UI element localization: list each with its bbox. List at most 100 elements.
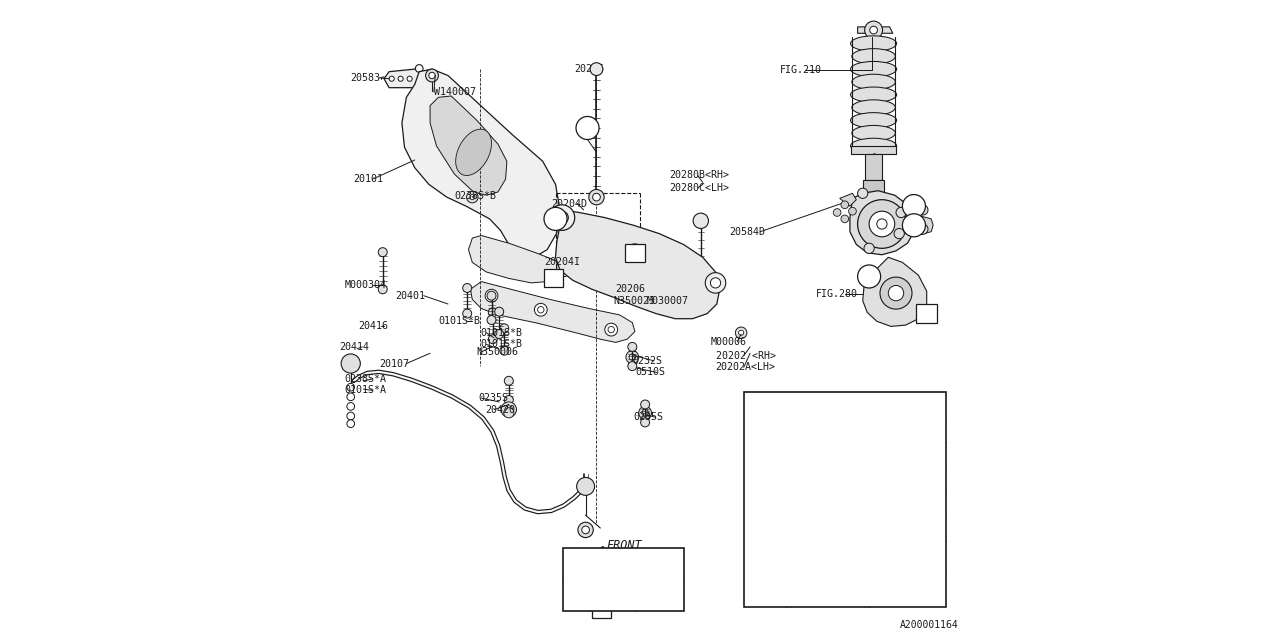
Circle shape — [495, 330, 504, 339]
Text: 20583: 20583 — [351, 73, 380, 83]
Circle shape — [696, 217, 704, 225]
Text: ( -0712): ( -0712) — [873, 447, 919, 457]
Circle shape — [869, 211, 895, 237]
Circle shape — [627, 342, 637, 351]
Bar — [744, 392, 946, 607]
Circle shape — [641, 418, 650, 427]
Circle shape — [623, 267, 632, 276]
Circle shape — [488, 308, 498, 317]
Polygon shape — [430, 96, 507, 195]
Circle shape — [639, 406, 652, 419]
Text: 20401: 20401 — [396, 291, 425, 301]
Text: N380008: N380008 — [791, 525, 832, 535]
Text: N350023: N350023 — [613, 296, 655, 306]
Text: 20107: 20107 — [379, 358, 408, 369]
Circle shape — [470, 195, 475, 200]
Text: 20420: 20420 — [485, 404, 515, 415]
Circle shape — [710, 278, 721, 288]
Circle shape — [340, 354, 361, 373]
Circle shape — [641, 400, 650, 409]
Text: (0712- ): (0712- ) — [873, 525, 919, 535]
Ellipse shape — [852, 74, 896, 90]
Circle shape — [504, 396, 513, 404]
Text: M370006: M370006 — [791, 552, 832, 562]
Circle shape — [486, 316, 497, 324]
Ellipse shape — [851, 87, 896, 102]
Circle shape — [858, 200, 906, 248]
Circle shape — [347, 412, 355, 420]
Text: 20584D: 20584D — [730, 227, 765, 237]
Circle shape — [641, 410, 649, 416]
Polygon shape — [840, 193, 856, 206]
Text: 0101S*A: 0101S*A — [344, 385, 387, 396]
Circle shape — [538, 307, 544, 313]
Text: ( -0712): ( -0712) — [873, 497, 919, 507]
Text: 20578H: 20578H — [791, 447, 827, 457]
Circle shape — [488, 335, 498, 344]
Circle shape — [429, 72, 435, 79]
Text: W140007: W140007 — [434, 87, 476, 97]
Circle shape — [398, 76, 403, 81]
Text: 0101S*B: 0101S*B — [438, 316, 480, 326]
Text: 3: 3 — [762, 511, 768, 522]
Circle shape — [849, 207, 856, 215]
Circle shape — [407, 76, 412, 81]
Text: ( -0901): ( -0901) — [873, 552, 919, 562]
Circle shape — [902, 214, 925, 237]
Text: (0712- ): (0712- ) — [873, 475, 919, 485]
Polygon shape — [908, 216, 933, 234]
Circle shape — [503, 408, 513, 418]
Ellipse shape — [852, 49, 896, 64]
Circle shape — [739, 330, 744, 335]
Text: M030007: M030007 — [646, 296, 689, 306]
Circle shape — [581, 526, 589, 534]
Text: 20202A<LH>: 20202A<LH> — [716, 362, 776, 372]
Text: A: A — [632, 248, 637, 257]
Circle shape — [628, 354, 635, 360]
Circle shape — [841, 215, 849, 223]
Text: (0902- ): (0902- ) — [873, 582, 919, 593]
Circle shape — [626, 351, 639, 364]
Text: 2: 2 — [762, 461, 768, 472]
Text: 0510S: 0510S — [635, 367, 664, 378]
Circle shape — [489, 292, 495, 299]
Circle shape — [463, 284, 472, 292]
Circle shape — [668, 287, 678, 299]
Circle shape — [593, 193, 600, 201]
Text: M370009: M370009 — [791, 582, 832, 593]
Text: 20568: 20568 — [791, 497, 820, 507]
Bar — [544, 269, 563, 287]
Circle shape — [694, 213, 709, 228]
Text: 0232S: 0232S — [632, 356, 662, 366]
Text: FIG.280: FIG.280 — [817, 289, 858, 300]
Ellipse shape — [852, 125, 896, 141]
Text: M660038: M660038 — [791, 425, 832, 435]
Circle shape — [877, 219, 887, 229]
Circle shape — [895, 228, 905, 239]
Text: N350006: N350006 — [477, 347, 518, 357]
Circle shape — [622, 284, 634, 295]
Text: 1: 1 — [911, 201, 916, 211]
Circle shape — [500, 402, 516, 417]
Circle shape — [556, 211, 568, 224]
Text: ( -0902): ( -0902) — [640, 557, 686, 567]
Circle shape — [544, 207, 567, 230]
Circle shape — [347, 403, 355, 410]
Circle shape — [486, 291, 497, 300]
Text: B: B — [550, 273, 557, 284]
Circle shape — [671, 291, 676, 296]
Text: M000264: M000264 — [594, 557, 635, 567]
Circle shape — [865, 21, 883, 39]
Circle shape — [581, 482, 590, 491]
Circle shape — [902, 195, 925, 218]
Circle shape — [589, 189, 604, 205]
Ellipse shape — [852, 100, 896, 115]
Polygon shape — [556, 210, 719, 319]
Polygon shape — [863, 257, 927, 326]
Circle shape — [608, 326, 614, 333]
Text: (0902- ): (0902- ) — [640, 586, 686, 596]
Text: 2: 2 — [911, 220, 916, 230]
Circle shape — [463, 309, 472, 318]
Bar — [563, 548, 684, 611]
Circle shape — [415, 65, 422, 72]
